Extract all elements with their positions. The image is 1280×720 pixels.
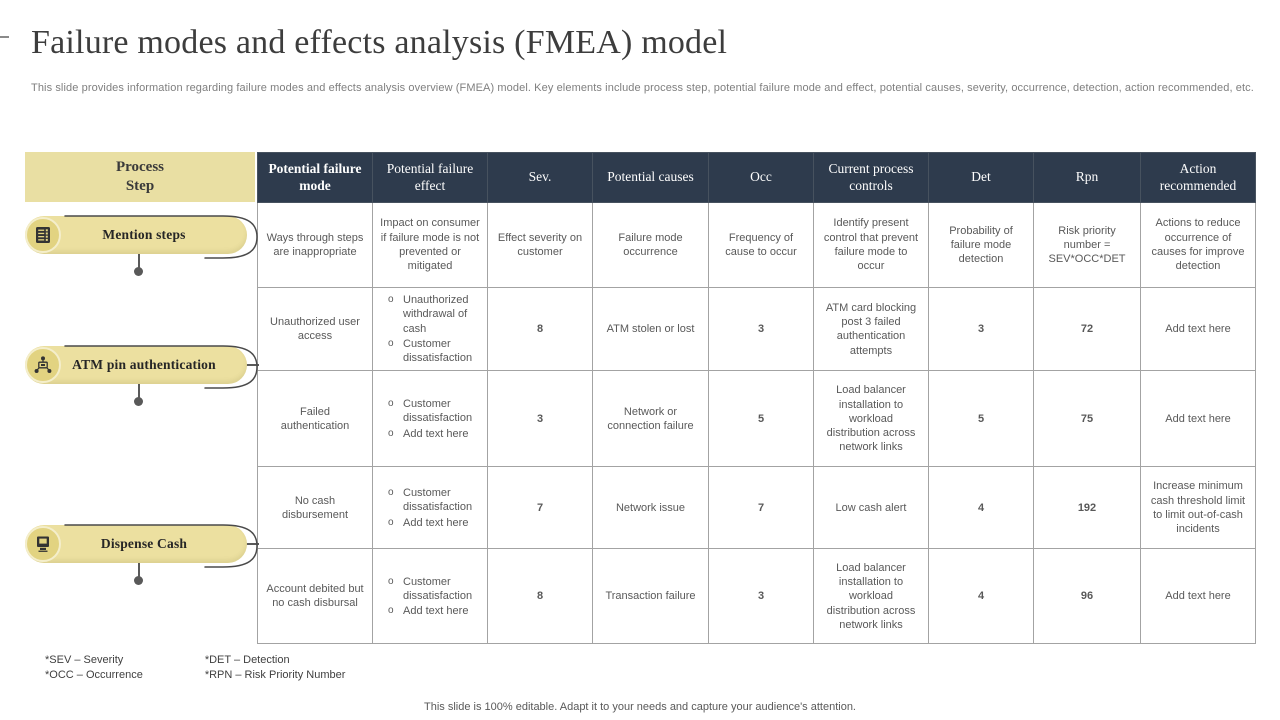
editable-note: This slide is 100% editable. Adapt it to… <box>424 701 856 713</box>
column-header-potential-failure-effect: Potential failure effect <box>372 152 488 203</box>
cell-rpn: Risk priority number = SEV*OCC*DET <box>1033 202 1141 288</box>
footnotes: *SEV – Severity *OCC – Occurrence *DET –… <box>45 653 345 682</box>
cell-occ: 3 <box>708 548 814 645</box>
footnote-det: *DET – Detection <box>204 654 290 666</box>
page-subtitle: This slide provides information regardin… <box>31 82 1254 94</box>
table-row-definitions: Ways through steps are inappropriate Imp… <box>257 202 1256 288</box>
cell-controls: Load balancer installation to workload d… <box>813 370 929 468</box>
cell-controls: Load balancer installation to workload d… <box>813 548 929 645</box>
column-header-occ: Occ <box>708 152 814 203</box>
cell-action: Add text here <box>1140 548 1256 645</box>
cell-failure-mode: Unauthorized user access <box>257 286 373 372</box>
cell-det: Probability of failure mode detection <box>928 202 1034 288</box>
cell-sev: 8 <box>487 286 593 372</box>
column-header-rpn: Rpn <box>1033 152 1141 203</box>
bullet-item: o Customer dissatisfaction <box>388 398 473 425</box>
cell-causes: Failure mode occurrence <box>592 202 709 288</box>
process-step-pill-mention-steps: Mention steps <box>25 215 258 259</box>
corner-accent-dash <box>0 36 9 38</box>
cell-det: 5 <box>928 370 1034 468</box>
process-step-pill-dispense-cash: Dispense Cash <box>25 524 258 568</box>
bullet-item: o Customer dissatisfaction <box>388 487 473 514</box>
checklist-icon <box>25 217 61 253</box>
cell-controls: Identify present control that prevent fa… <box>813 202 929 288</box>
cell-causes: Network or connection failure <box>592 370 709 468</box>
fmea-table: Potential failure mode Potential failure… <box>257 152 1256 645</box>
cell-sev: 7 <box>487 466 593 550</box>
cell-det: 4 <box>928 548 1034 645</box>
connector-dot <box>134 267 143 276</box>
process-step-item: Mention steps <box>25 215 258 276</box>
cell-action: Add text here <box>1140 286 1256 372</box>
cell-controls: ATM card blocking post 3 failed authenti… <box>813 286 929 372</box>
process-step-header: Process Step <box>25 152 255 202</box>
cell-rpn: 96 <box>1033 548 1141 645</box>
connector-dot <box>134 397 143 406</box>
cell-occ: 7 <box>708 466 814 550</box>
column-header-current-process-controls: Current process controls <box>813 152 929 203</box>
cell-occ: 3 <box>708 286 814 372</box>
cell-failure-effect: Impact on consumer if failure mode is no… <box>372 202 488 288</box>
connector-dot <box>134 576 143 585</box>
cell-failure-mode: No cash disbursement <box>257 466 373 550</box>
cell-failure-effect: o Customer dissatisfaction o Add text here <box>372 370 488 468</box>
footnote-occ: *OCC – Occurrence <box>45 669 143 681</box>
cell-failure-effect: o Customer dissatisfaction o Add text here <box>372 466 488 550</box>
cell-det: 4 <box>928 466 1034 550</box>
network-nodes-icon <box>25 347 61 383</box>
cell-causes: Transaction failure <box>592 548 709 645</box>
cell-sev: 8 <box>487 548 593 645</box>
cell-failure-mode: Account debited but no cash disbursal <box>257 548 373 645</box>
connector-line <box>138 254 140 268</box>
bullet-item: o Add text here <box>388 516 469 529</box>
footnote-rpn: *RPN – Risk Priority Number <box>204 669 346 681</box>
table-row: Failed authentication o Customer dissatis… <box>257 370 1256 468</box>
process-step-rail: Process Step <box>25 152 259 643</box>
table-row: Unauthorized user access o Unauthorized w… <box>257 286 1256 372</box>
cell-failure-effect: o Unauthorized withdrawal of cash o Custom… <box>372 286 488 372</box>
column-header-det: Det <box>928 152 1034 203</box>
cell-failure-mode: Ways through steps are inappropriate <box>257 202 373 288</box>
column-header-potential-causes: Potential causes <box>592 152 709 203</box>
bullet-item: o Add text here <box>388 427 469 440</box>
bullet-item: o Unauthorized withdrawal of cash <box>388 294 469 335</box>
column-header-action-recommended: Action recommended <box>1140 152 1256 203</box>
cell-action: Add text here <box>1140 370 1256 468</box>
cell-sev: 3 <box>487 370 593 468</box>
bullet-item: o Customer dissatisfaction <box>388 337 473 365</box>
table-header-row: Potential failure mode Potential failure… <box>257 152 1256 203</box>
cell-action: Increase minimum cash threshold limit to… <box>1140 466 1256 550</box>
atm-machine-icon <box>25 526 61 562</box>
process-step-header-line1: Process <box>115 159 165 176</box>
cell-failure-effect: o Customer dissatisfaction o Add text here <box>372 548 488 645</box>
page-title: Failure modes and effects analysis (FMEA… <box>31 24 728 61</box>
cell-det: 3 <box>928 286 1034 372</box>
cell-failure-mode: Failed authentication <box>257 370 373 468</box>
process-step-item: Dispense Cash <box>25 524 259 585</box>
process-step-item: ATM pin authentication <box>25 345 259 406</box>
bullet-item: o Customer dissatisfaction <box>388 575 473 602</box>
footnote-sev: *SEV – Severity <box>45 654 124 666</box>
cell-sev: Effect severity on customer <box>487 202 593 288</box>
cell-occ: Frequency of cause to occur <box>708 202 814 288</box>
fmea-content: Process Step <box>25 152 1256 645</box>
bullet-item: o Add text here <box>388 605 469 618</box>
cell-action: Actions to reduce occurrence of causes f… <box>1140 202 1256 288</box>
column-header-sev: Sev. <box>487 152 593 203</box>
cell-causes: ATM stolen or lost <box>592 286 709 372</box>
process-step-pill-atm-pin-authentication: ATM pin authentication <box>25 345 258 389</box>
connector-line <box>138 384 140 398</box>
cell-occ: 5 <box>708 370 814 468</box>
cell-rpn: 192 <box>1033 466 1141 550</box>
table-row: No cash disbursement o Customer dissatisf… <box>257 466 1256 550</box>
cell-rpn: 75 <box>1033 370 1141 468</box>
connector-line <box>138 563 140 577</box>
cell-causes: Network issue <box>592 466 709 550</box>
cell-rpn: 72 <box>1033 286 1141 372</box>
cell-controls: Low cash alert <box>813 466 929 550</box>
column-header-potential-failure-mode: Potential failure mode <box>257 152 373 203</box>
process-step-header-line2: Step <box>125 178 155 194</box>
